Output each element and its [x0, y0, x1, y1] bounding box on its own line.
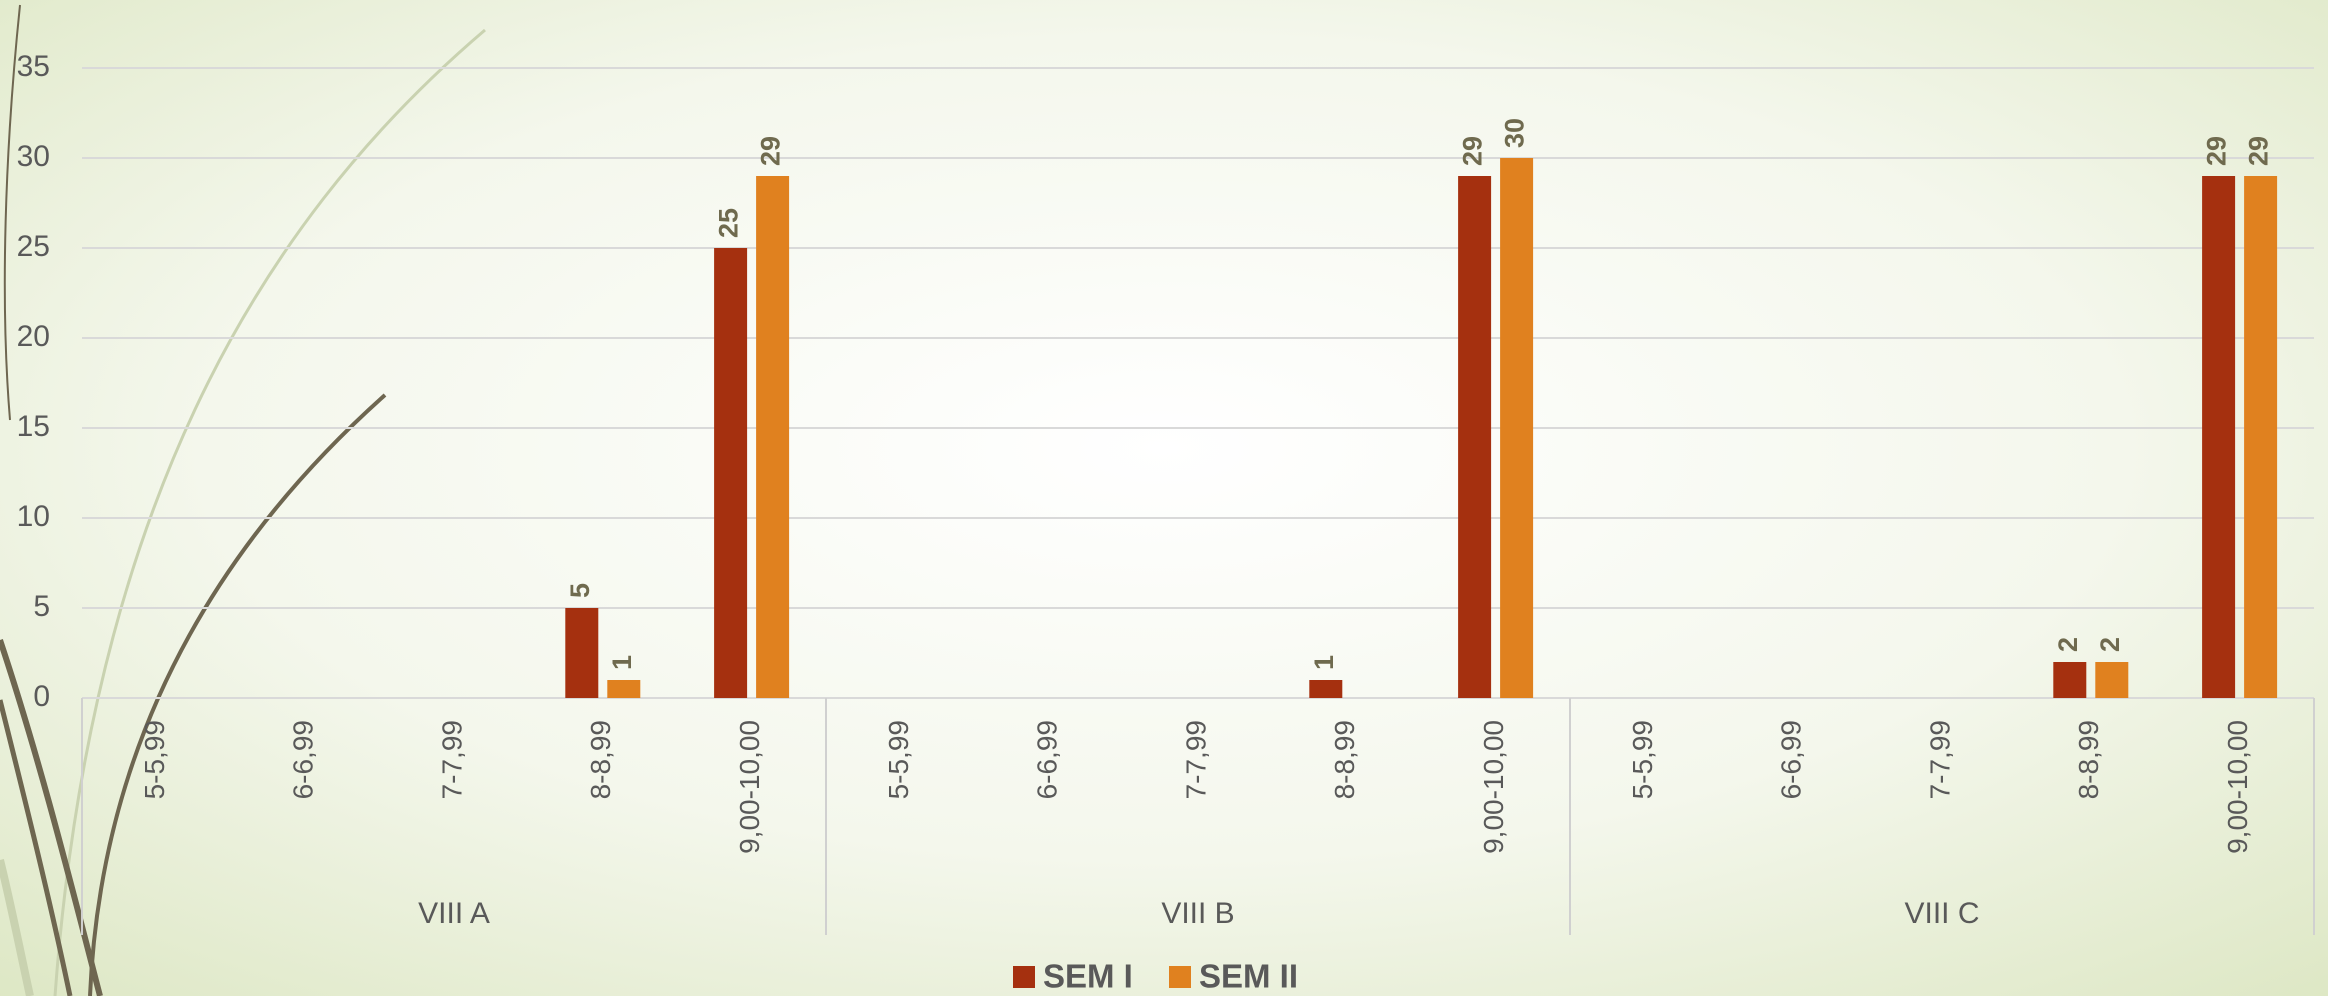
- bar: [2095, 662, 2129, 698]
- x-tick-label: 8-8,99: [585, 720, 616, 799]
- data-label: 25: [714, 208, 744, 238]
- data-label: 29: [2202, 136, 2232, 166]
- data-label: 5: [565, 583, 595, 598]
- data-label: 1: [1309, 655, 1339, 670]
- group-label: VIII A: [418, 897, 490, 930]
- y-tick-label: 10: [17, 500, 50, 533]
- x-tick-label: 5-5,99: [883, 720, 914, 799]
- data-label: 29: [1458, 136, 1488, 166]
- bar: [1309, 680, 1343, 698]
- data-label: 29: [2244, 136, 2274, 166]
- data-label: 2: [2053, 637, 2083, 652]
- x-tick-label: 7-7,99: [1924, 720, 1955, 799]
- x-tick-label: 9,00-10,00: [2222, 720, 2253, 854]
- legend-label: SEM I: [1043, 958, 1133, 995]
- x-tick-label: 8-8,99: [1329, 720, 1360, 799]
- y-tick-label: 30: [17, 140, 50, 173]
- data-label: 30: [1500, 118, 1530, 148]
- y-tick-label: 0: [33, 680, 50, 713]
- bar: [2053, 662, 2087, 698]
- group-label: VIII C: [1904, 897, 1979, 930]
- x-tick-label: 6-6,99: [288, 720, 319, 799]
- x-tick-label: 7-7,99: [1180, 720, 1211, 799]
- bar: [2244, 176, 2278, 698]
- y-tick-label: 20: [17, 320, 50, 353]
- data-label: 1: [607, 655, 637, 670]
- x-tick-label: 9,00-10,00: [734, 720, 765, 854]
- bar: [1458, 176, 1492, 698]
- data-label: 2: [2095, 637, 2125, 652]
- y-tick-label: 5: [33, 590, 50, 623]
- y-tick-label: 25: [17, 230, 50, 263]
- data-label: 29: [756, 136, 786, 166]
- bar: [2202, 176, 2236, 698]
- decoration: [0, 4, 486, 996]
- x-tick-label: 9,00-10,00: [1478, 720, 1509, 854]
- bar: [565, 608, 599, 698]
- bar: [756, 176, 790, 698]
- legend-swatch: [1013, 966, 1035, 988]
- x-tick-label: 7-7,99: [436, 720, 467, 799]
- bar: [714, 248, 748, 698]
- bar: [607, 680, 641, 698]
- x-tick-label: 6-6,99: [1776, 720, 1807, 799]
- y-tick-label: 35: [17, 50, 50, 83]
- y-tick-label: 15: [17, 410, 50, 443]
- group-label: VIII B: [1161, 897, 1234, 930]
- legend-swatch: [1169, 966, 1191, 988]
- x-tick-label: 5-5,99: [139, 720, 170, 799]
- legend-label: SEM II: [1199, 958, 1298, 995]
- x-tick-label: 8-8,99: [2073, 720, 2104, 799]
- x-tick-label: 5-5,99: [1627, 720, 1658, 799]
- bar: [1500, 158, 1534, 698]
- x-tick-label: 6-6,99: [1032, 720, 1063, 799]
